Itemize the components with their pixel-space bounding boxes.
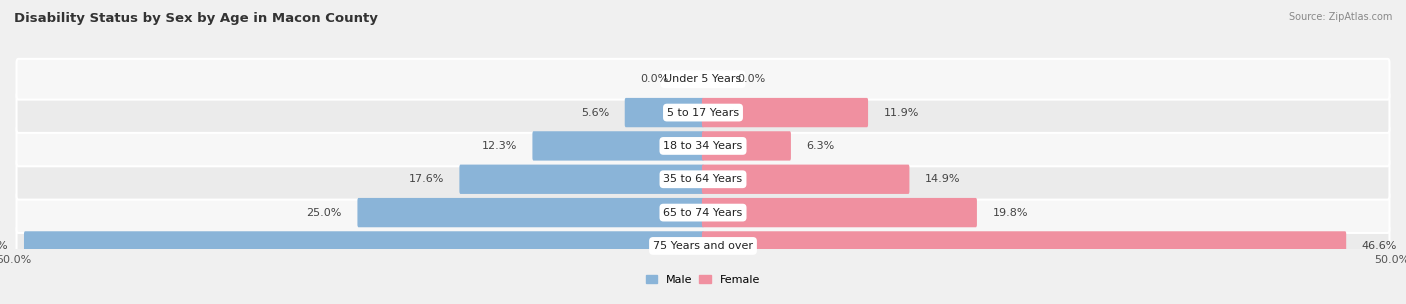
Text: 49.2%: 49.2%	[0, 241, 8, 251]
Text: 14.9%: 14.9%	[925, 174, 960, 184]
FancyBboxPatch shape	[357, 198, 704, 227]
Text: Source: ZipAtlas.com: Source: ZipAtlas.com	[1288, 12, 1392, 22]
Text: 6.3%: 6.3%	[807, 141, 835, 151]
Text: 0.0%: 0.0%	[640, 74, 669, 84]
FancyBboxPatch shape	[702, 198, 977, 227]
FancyBboxPatch shape	[17, 92, 1389, 133]
Text: Under 5 Years: Under 5 Years	[665, 74, 741, 84]
Text: 5.6%: 5.6%	[581, 108, 609, 118]
FancyBboxPatch shape	[17, 192, 1389, 233]
FancyBboxPatch shape	[460, 164, 704, 194]
Text: 12.3%: 12.3%	[482, 141, 517, 151]
Text: 18 to 34 Years: 18 to 34 Years	[664, 141, 742, 151]
FancyBboxPatch shape	[533, 131, 704, 161]
Legend: Male, Female: Male, Female	[641, 270, 765, 289]
FancyBboxPatch shape	[17, 159, 1389, 200]
Text: 35 to 64 Years: 35 to 64 Years	[664, 174, 742, 184]
Text: 0.0%: 0.0%	[738, 74, 766, 84]
FancyBboxPatch shape	[624, 98, 704, 127]
Text: 11.9%: 11.9%	[883, 108, 920, 118]
Text: 46.6%: 46.6%	[1361, 241, 1398, 251]
FancyBboxPatch shape	[702, 131, 792, 161]
FancyBboxPatch shape	[17, 226, 1389, 266]
FancyBboxPatch shape	[702, 98, 868, 127]
Text: 19.8%: 19.8%	[993, 208, 1028, 218]
Text: 25.0%: 25.0%	[307, 208, 342, 218]
FancyBboxPatch shape	[702, 164, 910, 194]
FancyBboxPatch shape	[17, 59, 1389, 100]
Text: Disability Status by Sex by Age in Macon County: Disability Status by Sex by Age in Macon…	[14, 12, 378, 25]
FancyBboxPatch shape	[702, 231, 1346, 261]
Text: 75 Years and over: 75 Years and over	[652, 241, 754, 251]
FancyBboxPatch shape	[24, 231, 704, 261]
FancyBboxPatch shape	[17, 126, 1389, 166]
Text: 5 to 17 Years: 5 to 17 Years	[666, 108, 740, 118]
Text: 65 to 74 Years: 65 to 74 Years	[664, 208, 742, 218]
Text: 17.6%: 17.6%	[409, 174, 444, 184]
